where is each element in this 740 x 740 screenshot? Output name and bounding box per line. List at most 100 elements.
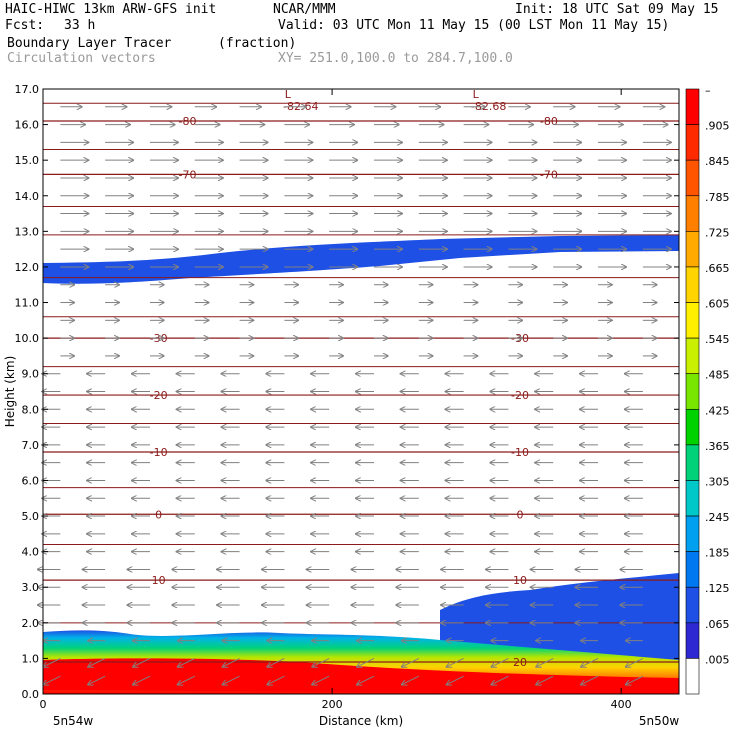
colorbar-label: .545 xyxy=(705,333,730,346)
circulation-vector xyxy=(178,657,195,666)
circulation-vector xyxy=(133,657,151,666)
circulation-vector xyxy=(88,675,106,684)
colorbar-swatch xyxy=(685,195,700,232)
contour-label: 0 xyxy=(517,508,524,521)
colorbar-swatch xyxy=(685,88,700,125)
contour-label: 0 xyxy=(155,508,162,521)
circulation-vector xyxy=(581,657,599,666)
y-tick-label: 11.0 xyxy=(15,297,40,310)
circulation-vector xyxy=(626,657,644,666)
tracer-fill-layer xyxy=(43,235,679,694)
colorbar-swatch xyxy=(685,124,700,161)
colorbar: – .905 .845 .785 .725 .665 .605 .545 .485 .425 .36… xyxy=(685,84,730,695)
minimum-marker: L xyxy=(473,88,480,101)
circulation-vector xyxy=(402,657,420,666)
field-name: Boundary Layer Tracer xyxy=(7,36,172,51)
circulation-vector xyxy=(43,675,61,684)
y-tick-label: 9.0 xyxy=(22,368,40,381)
contour-label: -10 xyxy=(511,446,529,459)
circulation-vector xyxy=(536,657,554,666)
circulation-vector xyxy=(312,657,330,666)
circulation-vector xyxy=(357,657,375,666)
circulation-vector xyxy=(536,675,554,684)
xy-label: XY= 251.0,100.0 to 284.7,100.0 xyxy=(278,51,513,66)
circulation-vector xyxy=(626,675,644,684)
colorbar-label: .185 xyxy=(705,547,730,560)
colorbar-swatch xyxy=(685,444,700,481)
contour-label: -80 xyxy=(179,115,197,128)
x-right-endpoint: 5n50w xyxy=(639,714,680,728)
circulation-vector xyxy=(267,657,285,666)
y-tick-label: 0.0 xyxy=(22,688,40,701)
colorbar-label: .425 xyxy=(705,404,730,417)
valid-time: Valid: 03 UTC Mon 11 May 15 (00 LST Mon … xyxy=(278,18,670,33)
colorbar-label: .665 xyxy=(705,262,730,275)
upper-tracer-band xyxy=(43,235,679,284)
colorbar-label: .905 xyxy=(705,120,730,133)
circulation-vector xyxy=(491,675,509,684)
contour-label: -20 xyxy=(150,389,168,402)
colorbar-label: .485 xyxy=(705,369,730,382)
colorbar-swatch xyxy=(685,408,700,446)
colorbar-swatch xyxy=(685,159,700,197)
title-org: NCAR/MMM xyxy=(273,2,336,17)
colorbar-swatch xyxy=(685,302,700,339)
x-tick-label: 400 xyxy=(611,698,632,711)
colorbar-label: .365 xyxy=(705,440,730,453)
colorbar-label: .065 xyxy=(705,618,730,631)
colorbar-label: – xyxy=(705,84,711,97)
y-tick-label: 6.0 xyxy=(22,474,40,487)
colorbar-swatch xyxy=(685,337,700,375)
y-tick-label: 15.0 xyxy=(15,154,40,167)
y-tick-label: 12.0 xyxy=(15,261,40,274)
colorbar-swatch xyxy=(685,551,700,588)
y-tick-label: 16.0 xyxy=(15,119,40,132)
contour-label: 20 xyxy=(513,656,527,669)
colorbar-label: .725 xyxy=(705,226,730,239)
circulation-vector xyxy=(447,657,464,666)
fcst-value: 33 h xyxy=(64,18,96,33)
x-left-endpoint: 5n54w xyxy=(53,714,94,728)
plot-border xyxy=(42,88,680,695)
elevated-tracer-plume xyxy=(440,573,679,660)
minimum-marker: L xyxy=(285,88,292,101)
y-tick-label: 4.0 xyxy=(22,546,40,559)
colorbar-swatch xyxy=(685,622,700,659)
title-model: HAIC-HIWC 13km ARW-GFS init xyxy=(5,2,217,17)
x-tick-label: 200 xyxy=(322,698,343,711)
colorbar-swatch xyxy=(685,231,700,268)
colorbar-label: .305 xyxy=(705,475,730,488)
colorbar-swatch xyxy=(685,266,700,303)
colorbar-label: .845 xyxy=(705,155,730,168)
colorbar-swatch xyxy=(685,373,700,410)
colorbar-label: .125 xyxy=(705,582,730,595)
y-tick-label: 5.0 xyxy=(22,510,40,523)
temperature-contour-layer: -80 -80-70 -70-30 -30-20 -20-10 -100 010 1020L-… xyxy=(43,88,679,669)
y-tick-label: 8.0 xyxy=(22,403,40,416)
y-tick-label: 17.0 xyxy=(15,83,40,96)
circulation-vector xyxy=(491,657,509,666)
contour-label: -70 xyxy=(179,168,197,181)
title-init: Init: 18 UTC Sat 09 May 15 xyxy=(515,2,719,17)
circulation-vector-layer xyxy=(38,107,671,685)
y-tick-label: 3.0 xyxy=(22,581,40,594)
contour-label: -20 xyxy=(511,389,529,402)
contour-label: -10 xyxy=(150,446,168,459)
circulation-vector xyxy=(357,675,375,684)
circulation-vector xyxy=(43,657,61,666)
colorbar-label: .605 xyxy=(705,298,730,311)
circulation-vector xyxy=(178,675,195,684)
y-tick-label: 1.0 xyxy=(22,652,40,665)
circulation-vector xyxy=(88,657,106,666)
plot-frame xyxy=(42,88,680,695)
x-tick-label: 0 xyxy=(40,698,47,711)
y-tick-label: 2.0 xyxy=(22,617,40,630)
vectors-label: Circulation vectors xyxy=(7,51,156,66)
circulation-vector xyxy=(133,675,151,684)
colorbar-label: .785 xyxy=(705,191,730,204)
circulation-vector xyxy=(447,675,464,684)
y-axis-label: Height (km) xyxy=(3,356,17,427)
y-tick-label: 14.0 xyxy=(15,190,40,203)
colorbar-swatch xyxy=(685,515,700,552)
